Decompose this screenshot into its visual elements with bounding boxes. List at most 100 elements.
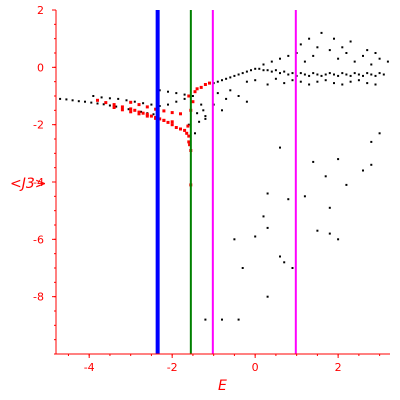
data-point xyxy=(59,97,62,100)
data-point xyxy=(71,99,74,102)
data-point xyxy=(77,100,80,103)
data-point xyxy=(308,37,311,40)
data-point xyxy=(333,37,335,40)
data-point xyxy=(120,105,124,109)
data-point xyxy=(328,49,331,52)
data-point xyxy=(133,100,136,103)
data-point xyxy=(291,72,294,75)
data-point xyxy=(191,100,195,104)
data-point xyxy=(299,43,302,46)
data-point xyxy=(112,106,116,109)
data-point xyxy=(345,73,348,76)
data-point xyxy=(386,60,389,63)
data-point xyxy=(299,72,302,75)
data-point xyxy=(170,111,174,115)
data-point xyxy=(274,77,277,80)
data-point xyxy=(175,92,178,95)
data-point xyxy=(287,73,290,76)
data-point xyxy=(125,99,128,102)
axes: 2 0 -2 -4 -6 -8 -4 -2 0 2 xyxy=(33,4,390,374)
data-point xyxy=(141,111,145,115)
vertical-lines xyxy=(155,10,297,354)
data-point xyxy=(353,72,356,75)
data-point xyxy=(266,69,269,72)
y-tick-label: 2 xyxy=(37,4,44,17)
data-point xyxy=(152,113,155,116)
y-axis-title: <J3> xyxy=(10,176,47,192)
data-point xyxy=(279,146,281,149)
data-point xyxy=(341,46,344,49)
data-point xyxy=(104,101,108,105)
data-point xyxy=(145,114,149,118)
data-point xyxy=(349,74,352,77)
data-point xyxy=(196,112,199,115)
data-point xyxy=(216,80,219,83)
data-point xyxy=(287,198,290,201)
data-point xyxy=(225,97,228,100)
data-point xyxy=(362,54,364,57)
data-point xyxy=(245,100,248,103)
data-point xyxy=(229,89,232,92)
data-point xyxy=(324,79,327,82)
data-point xyxy=(179,112,182,116)
data-point xyxy=(221,109,223,112)
data-point xyxy=(229,76,232,79)
data-point xyxy=(270,60,273,63)
data-point xyxy=(96,98,99,102)
data-point xyxy=(150,103,153,106)
data-point xyxy=(237,95,240,97)
data-point xyxy=(283,82,286,85)
x-tick-label: 2 xyxy=(335,361,342,374)
x-tick-label: -4 xyxy=(84,361,95,374)
x-tick-label: 0 xyxy=(252,361,259,374)
data-point xyxy=(283,261,286,264)
data-point xyxy=(158,89,161,92)
data-point xyxy=(266,226,269,229)
data-point xyxy=(362,169,364,172)
data-point xyxy=(162,109,166,113)
data-point xyxy=(312,54,315,57)
data-point xyxy=(254,79,257,82)
data-point xyxy=(92,95,95,97)
data-point xyxy=(129,100,133,104)
data-point xyxy=(187,94,191,98)
data-point xyxy=(112,103,116,107)
data-point xyxy=(204,318,207,321)
data-point xyxy=(266,295,269,298)
data-point xyxy=(96,102,99,105)
series-1 xyxy=(96,81,211,187)
data-point xyxy=(341,83,344,86)
data-point xyxy=(328,206,331,209)
data-point xyxy=(137,103,141,107)
data-point xyxy=(90,101,93,104)
data-point xyxy=(142,102,145,105)
data-point xyxy=(374,83,377,86)
data-point xyxy=(308,83,311,86)
data-point xyxy=(162,118,166,122)
data-point xyxy=(120,108,124,112)
data-point xyxy=(262,69,265,72)
data-point xyxy=(245,80,248,83)
data-point xyxy=(374,74,377,77)
data-point xyxy=(333,73,335,76)
data-point xyxy=(158,117,162,121)
data-point xyxy=(262,215,265,218)
data-point xyxy=(108,104,111,107)
data-point xyxy=(382,73,385,76)
data-point xyxy=(65,98,68,101)
data-point xyxy=(274,69,277,72)
data-point xyxy=(233,238,236,241)
data-point xyxy=(357,73,360,76)
data-point xyxy=(185,131,189,135)
data-point xyxy=(183,128,187,132)
data-point xyxy=(193,90,197,94)
data-point xyxy=(254,67,257,70)
data-point xyxy=(303,60,306,63)
data-point xyxy=(198,120,201,123)
data-point xyxy=(316,46,319,49)
data-point xyxy=(328,232,331,235)
data-point xyxy=(170,120,174,124)
data-point xyxy=(328,72,331,75)
data-point xyxy=(279,57,281,60)
